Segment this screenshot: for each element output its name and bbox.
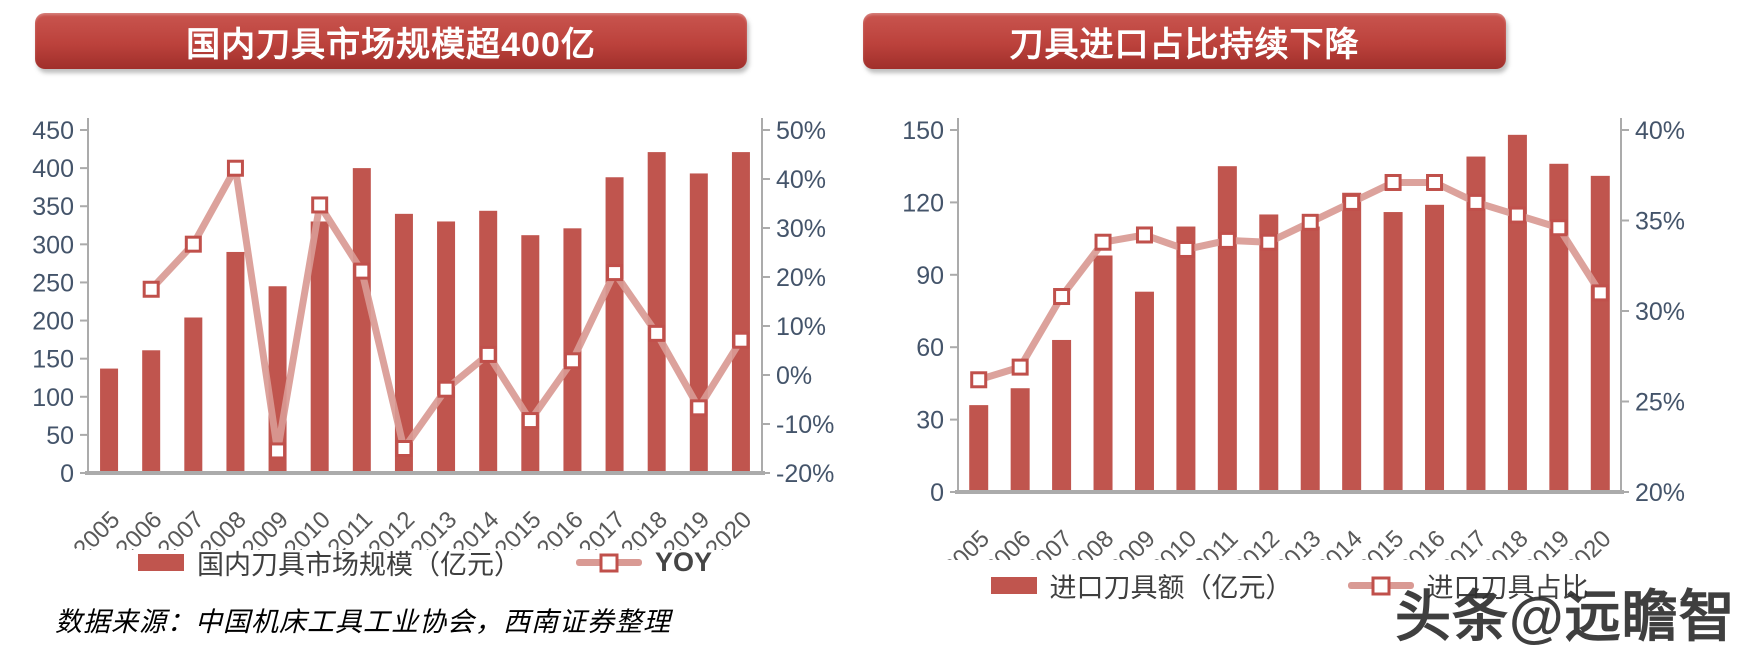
line-marker-icon <box>575 553 642 572</box>
svg-text:40%: 40% <box>1635 117 1685 145</box>
import-share-chart: 150120906030040%35%30%25%20%200520062007… <box>902 117 1685 560</box>
svg-text:30: 30 <box>916 407 944 435</box>
svg-text:250: 250 <box>32 269 74 297</box>
svg-text:-20%: -20% <box>776 460 834 488</box>
chart-title-banner-right: 刀具进口占比持续下降 <box>863 13 1506 69</box>
svg-text:10%: 10% <box>776 313 826 341</box>
svg-text:40%: 40% <box>776 166 826 194</box>
bar-legend-label-left: 国内刀具市场规模（亿元） <box>196 550 521 580</box>
line-marker-icon <box>1347 576 1414 595</box>
line-legend-label-right: 进口刀具占比 <box>1426 573 1589 603</box>
bar-swatch-icon <box>990 577 1037 594</box>
legend-item-yoy: YOY <box>575 547 713 578</box>
svg-text:350: 350 <box>32 193 74 221</box>
chart-title-left: 国内刀具市场规模超400亿 <box>186 25 596 64</box>
svg-text:400: 400 <box>32 155 74 183</box>
svg-text:120: 120 <box>902 189 944 217</box>
svg-text:0: 0 <box>60 460 74 488</box>
svg-text:25%: 25% <box>1635 389 1685 417</box>
watermark: 头条@远瞻智库 <box>1395 585 1736 648</box>
svg-text:50: 50 <box>46 422 74 450</box>
legend-item-import-share: 进口刀具占比 <box>1347 566 1589 605</box>
svg-text:60: 60 <box>916 334 944 362</box>
svg-text:20%: 20% <box>776 264 826 292</box>
legend-right: 进口刀具额（亿元） 进口刀具占比 <box>958 566 1621 605</box>
market-size-chart: 450 400 350 300 250 200 150 100 50 0 50% 40% 30% 20% 1… <box>32 117 834 550</box>
svg-text:30%: 30% <box>1635 298 1685 326</box>
bar-swatch-icon <box>137 554 184 571</box>
svg-text:-10%: -10% <box>776 411 834 439</box>
line-legend-label-left: YOY <box>654 547 713 577</box>
svg-text:30%: 30% <box>776 215 826 243</box>
legend-left: 国内刀具市场规模（亿元） YOY <box>88 543 762 582</box>
svg-text:200: 200 <box>32 308 74 336</box>
svg-text:300: 300 <box>32 231 74 259</box>
source-note: 数据来源：中国机床工具工业协会，西南证券整理 <box>55 607 671 637</box>
chart-title-banner-left: 国内刀具市场规模超400亿 <box>35 13 747 69</box>
svg-text:450: 450 <box>32 117 74 145</box>
svg-text:100: 100 <box>32 384 74 412</box>
svg-text:0%: 0% <box>776 362 812 390</box>
svg-text:150: 150 <box>902 117 944 145</box>
legend-item-import-amount: 进口刀具额（亿元） <box>990 566 1293 605</box>
svg-text:35%: 35% <box>1635 208 1685 236</box>
svg-text:90: 90 <box>916 262 944 290</box>
chart-title-right: 刀具进口占比持续下降 <box>1009 25 1360 64</box>
bar-legend-label-right: 进口刀具额（亿元） <box>1049 573 1293 603</box>
svg-text:0: 0 <box>930 479 944 507</box>
svg-text:20%: 20% <box>1635 479 1685 507</box>
svg-text:150: 150 <box>32 346 74 374</box>
svg-text:50%: 50% <box>776 117 826 145</box>
legend-item-market-size: 国内刀具市场规模（亿元） <box>137 543 521 582</box>
